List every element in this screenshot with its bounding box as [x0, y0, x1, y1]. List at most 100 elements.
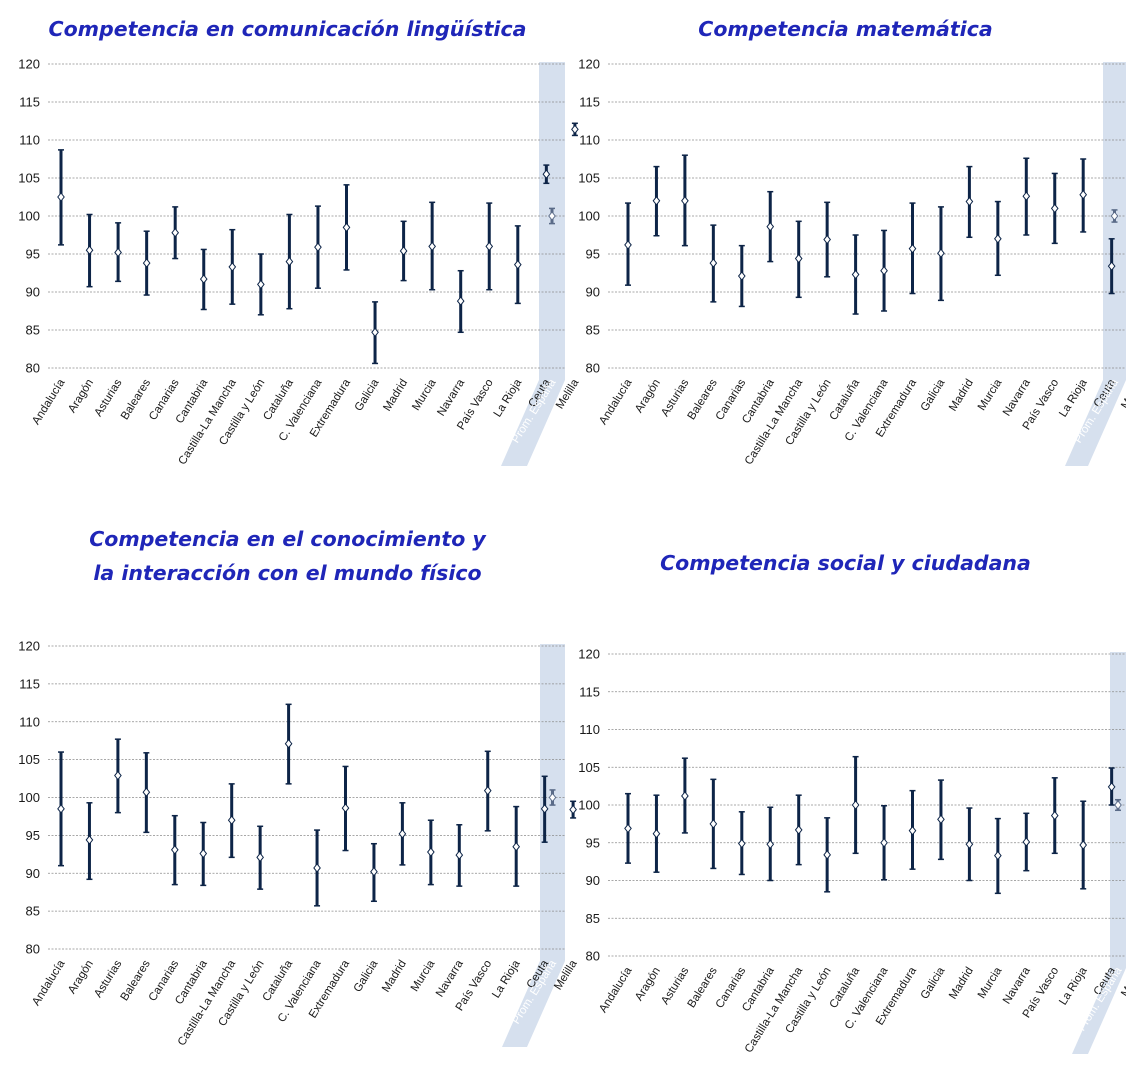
mean-point — [965, 839, 974, 850]
mean-point — [540, 804, 549, 814]
mean-point — [342, 222, 351, 233]
mean-point — [485, 241, 494, 252]
mean-point — [171, 227, 180, 238]
y-tick-label: 95 — [26, 828, 40, 843]
y-tick-label: 120 — [578, 57, 600, 72]
x-tick-label: La Rioja — [1057, 965, 1090, 1008]
y-tick-label: 115 — [19, 95, 40, 110]
mean-point — [428, 241, 436, 252]
mean-point — [228, 262, 237, 272]
mean-point — [199, 274, 208, 284]
x-tick-label: Andalucía — [30, 958, 68, 1008]
mean-point — [1079, 840, 1088, 850]
y-tick-label: 100 — [18, 790, 40, 805]
x-tick-label: Murcia — [409, 958, 438, 994]
mean-point — [1022, 191, 1031, 202]
mean-point — [370, 866, 378, 877]
mean-point — [398, 829, 407, 839]
mean-point — [170, 844, 179, 855]
mean-point — [766, 839, 775, 850]
reference-band — [501, 62, 565, 466]
mean-point — [57, 192, 65, 202]
chart-title: Competencia en el conocimiento y la inte… — [0, 522, 575, 590]
mean-point — [542, 169, 551, 180]
y-tick-label: 115 — [19, 676, 40, 691]
mean-point — [57, 804, 65, 814]
mean-point — [513, 259, 522, 270]
x-tick-label: La Rioja — [490, 958, 523, 1001]
mean-point — [142, 787, 151, 797]
mean-point — [483, 785, 492, 796]
x-tick-label: Andalucía — [597, 377, 635, 427]
x-tick-label: Murcia — [976, 965, 1005, 1001]
y-tick-label: 110 — [19, 714, 40, 729]
chart-plot: 80859095100105110115120AndalucíaAragónAs… — [578, 647, 1126, 1055]
mean-point — [227, 815, 236, 826]
mean-point — [371, 327, 379, 338]
mean-point — [1107, 261, 1116, 271]
mean-point — [737, 271, 746, 281]
mean-point — [1050, 203, 1059, 214]
mean-point — [285, 256, 294, 267]
y-tick-label: 85 — [26, 904, 40, 919]
y-tick-label: 110 — [579, 722, 600, 737]
chart-panel-mundo-fisico: Competencia en el conocimiento y la inte… — [0, 520, 580, 1073]
mean-point — [284, 738, 293, 749]
y-tick-label: 95 — [586, 247, 600, 262]
mean-point — [341, 803, 350, 813]
mean-point — [851, 269, 860, 280]
y-tick-label: 100 — [578, 209, 600, 224]
reference-band — [1072, 652, 1126, 1054]
mean-point — [1050, 810, 1059, 821]
mean-point — [652, 828, 661, 839]
chart-title-line-1: Competencia en el conocimiento y — [89, 527, 486, 551]
chart-title-line-2: la interacción con el mundo físico — [93, 561, 482, 585]
mean-point — [427, 847, 435, 857]
mean-point — [1114, 800, 1122, 810]
y-tick-label: 90 — [26, 285, 40, 300]
mean-point — [256, 852, 264, 863]
mean-point — [880, 265, 888, 276]
mean-point — [937, 814, 945, 825]
y-tick-label: 85 — [26, 323, 40, 338]
y-tick-label: 85 — [586, 911, 600, 926]
y-tick-label: 110 — [19, 133, 40, 148]
mean-point — [709, 819, 718, 829]
mean-point — [455, 850, 464, 860]
mean-point — [908, 825, 917, 836]
mean-point — [994, 850, 1002, 861]
x-tick-label: Madrid — [380, 958, 409, 994]
x-tick-label: Galicia — [352, 958, 381, 995]
y-tick-label: 80 — [586, 361, 600, 376]
mean-point — [624, 240, 632, 250]
mean-point — [652, 195, 661, 206]
y-tick-label: 80 — [26, 361, 40, 376]
reference-band — [502, 644, 565, 1047]
x-tick-label: Murcia — [976, 377, 1005, 413]
mean-point — [851, 800, 860, 810]
chart-panel-social-ciudadana: Competencia social y ciudadana 80 85 90 95 1… — [565, 520, 1126, 1073]
mean-point — [681, 791, 689, 801]
mean-point — [737, 838, 746, 849]
y-tick-label: 120 — [578, 647, 600, 662]
mean-point — [114, 247, 122, 258]
x-tick-label: Aragón — [633, 377, 663, 415]
mean-point — [512, 841, 521, 852]
chart-plot: 80859095100105110115120AndalucíaAragónAs… — [18, 57, 581, 468]
mean-point — [313, 863, 321, 873]
mean-point — [937, 248, 945, 259]
chart-plot: 80859095100105110115120AndalucíaAragónAs… — [18, 639, 580, 1049]
x-tick-label: Aragón — [633, 965, 663, 1003]
mean-point — [908, 243, 917, 254]
mean-point — [681, 195, 689, 206]
mean-point — [624, 823, 632, 834]
chart-panel-matematica: Competencia matemática 80 85 90 95 100 105 110… — [565, 0, 1126, 480]
mean-point — [399, 246, 408, 256]
chart-title: Competencia matemática — [698, 17, 993, 41]
y-tick-label: 85 — [586, 323, 600, 338]
y-tick-label: 115 — [579, 684, 600, 699]
x-tick-label: Galicia — [919, 965, 948, 1002]
mean-point — [823, 234, 831, 245]
reference-band — [1065, 62, 1126, 466]
mean-point — [142, 258, 151, 268]
